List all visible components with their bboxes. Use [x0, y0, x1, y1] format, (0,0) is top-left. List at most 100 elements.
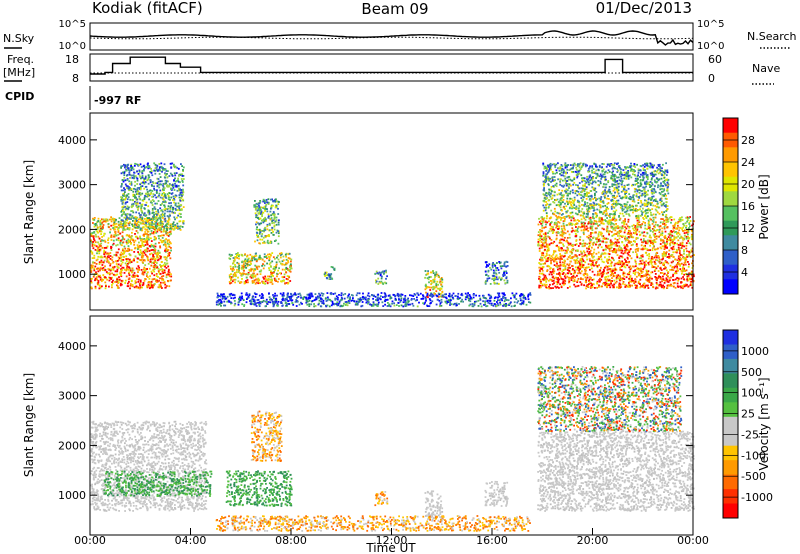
- power-cell: [125, 242, 128, 245]
- power-cell: [367, 302, 369, 305]
- power-cell: [159, 246, 162, 249]
- power-cell: [135, 275, 137, 277]
- power-cell: [257, 229, 260, 231]
- power-cell: [140, 251, 142, 254]
- power-cell: [144, 220, 147, 223]
- power-cell: [646, 242, 649, 245]
- power-cell: [245, 281, 248, 284]
- power-cell: [339, 305, 342, 308]
- freq-left-label: Freq.: [7, 53, 34, 66]
- power-cell: [634, 251, 637, 253]
- power-cell: [149, 233, 152, 235]
- power-cell: [130, 205, 133, 208]
- power-cell: [326, 304, 329, 307]
- power-cell: [642, 284, 644, 286]
- power-cell: [325, 274, 328, 277]
- power-cell: [266, 262, 268, 265]
- power-cell: [275, 216, 278, 219]
- power-cell: [619, 268, 622, 271]
- power-cell: [151, 227, 154, 230]
- power-cell: [263, 229, 266, 232]
- power-cell: [393, 294, 395, 296]
- power-cell: [564, 273, 567, 276]
- power-cell: [351, 299, 354, 302]
- power-cell: [110, 220, 113, 223]
- power-cell: [127, 249, 130, 252]
- power-cell: [131, 166, 134, 169]
- power-cell: [155, 281, 158, 283]
- power-cell: [432, 270, 434, 272]
- power-cell: [551, 258, 554, 261]
- power-cell: [131, 210, 134, 212]
- power-cell: [485, 297, 488, 300]
- power-cell: [498, 261, 501, 263]
- power-cell: [548, 217, 551, 220]
- power-cell: [677, 224, 679, 227]
- power-cell: [248, 264, 251, 266]
- power-cell: [157, 258, 160, 261]
- power-cell: [586, 235, 588, 238]
- power-cell: [685, 242, 688, 244]
- power-cell: [235, 271, 238, 274]
- power-cell: [124, 279, 127, 282]
- power-cell: [505, 272, 508, 274]
- power-cell: [308, 293, 310, 296]
- power-cell: [268, 278, 271, 281]
- power-cell: [148, 238, 150, 241]
- power-cell: [124, 262, 127, 265]
- power-cell: [146, 233, 148, 235]
- power-cell: [265, 256, 268, 258]
- power-cell: [228, 281, 231, 283]
- power-cell: [623, 272, 626, 275]
- power-cell: [510, 305, 513, 308]
- power-cell: [269, 278, 272, 281]
- power-cell: [510, 297, 512, 300]
- power-cell: [251, 257, 254, 260]
- power-cell: [167, 235, 170, 237]
- power-cell: [178, 189, 180, 192]
- power-cell: [161, 270, 164, 273]
- power-cell: [150, 283, 153, 286]
- power-cell: [376, 272, 379, 274]
- power-cell: [258, 258, 260, 261]
- power-cell: [179, 199, 182, 202]
- power-cell: [505, 270, 508, 273]
- power-cell: [425, 298, 427, 300]
- power-cell: [486, 299, 489, 302]
- power-cell: [255, 305, 258, 307]
- power-cell: [654, 254, 657, 257]
- power-cell: [139, 183, 142, 186]
- power-cell: [261, 215, 263, 217]
- power-cell: [279, 252, 281, 255]
- power-cell: [309, 297, 311, 300]
- power-cell: [306, 293, 309, 296]
- power-cell: [237, 262, 240, 265]
- power-cell: [154, 172, 157, 175]
- power-cell: [265, 301, 268, 303]
- power-cell: [139, 282, 142, 285]
- power-cell: [260, 213, 262, 215]
- power-cell: [97, 247, 99, 250]
- power-cell: [117, 224, 120, 226]
- power-cell: [362, 292, 364, 295]
- power-cell: [637, 217, 640, 219]
- power-cell: [124, 195, 127, 197]
- power-cell: [585, 287, 587, 290]
- power-cell: [259, 302, 262, 305]
- power-cell: [137, 190, 140, 193]
- power-cell: [100, 261, 103, 264]
- power-cell: [493, 263, 496, 266]
- power-cell: [663, 219, 666, 222]
- power-cell: [237, 276, 239, 279]
- power-cell: [269, 241, 272, 244]
- power-cell: [98, 252, 101, 255]
- power-cell: [133, 164, 136, 167]
- power-cell: [140, 203, 143, 206]
- power-cell: [168, 218, 171, 221]
- power-cell: [651, 223, 654, 225]
- power-cell: [130, 249, 133, 252]
- power-cell: [153, 251, 156, 253]
- power-cell: [428, 281, 430, 284]
- power-cell: [173, 189, 176, 191]
- power-cell: [120, 165, 123, 168]
